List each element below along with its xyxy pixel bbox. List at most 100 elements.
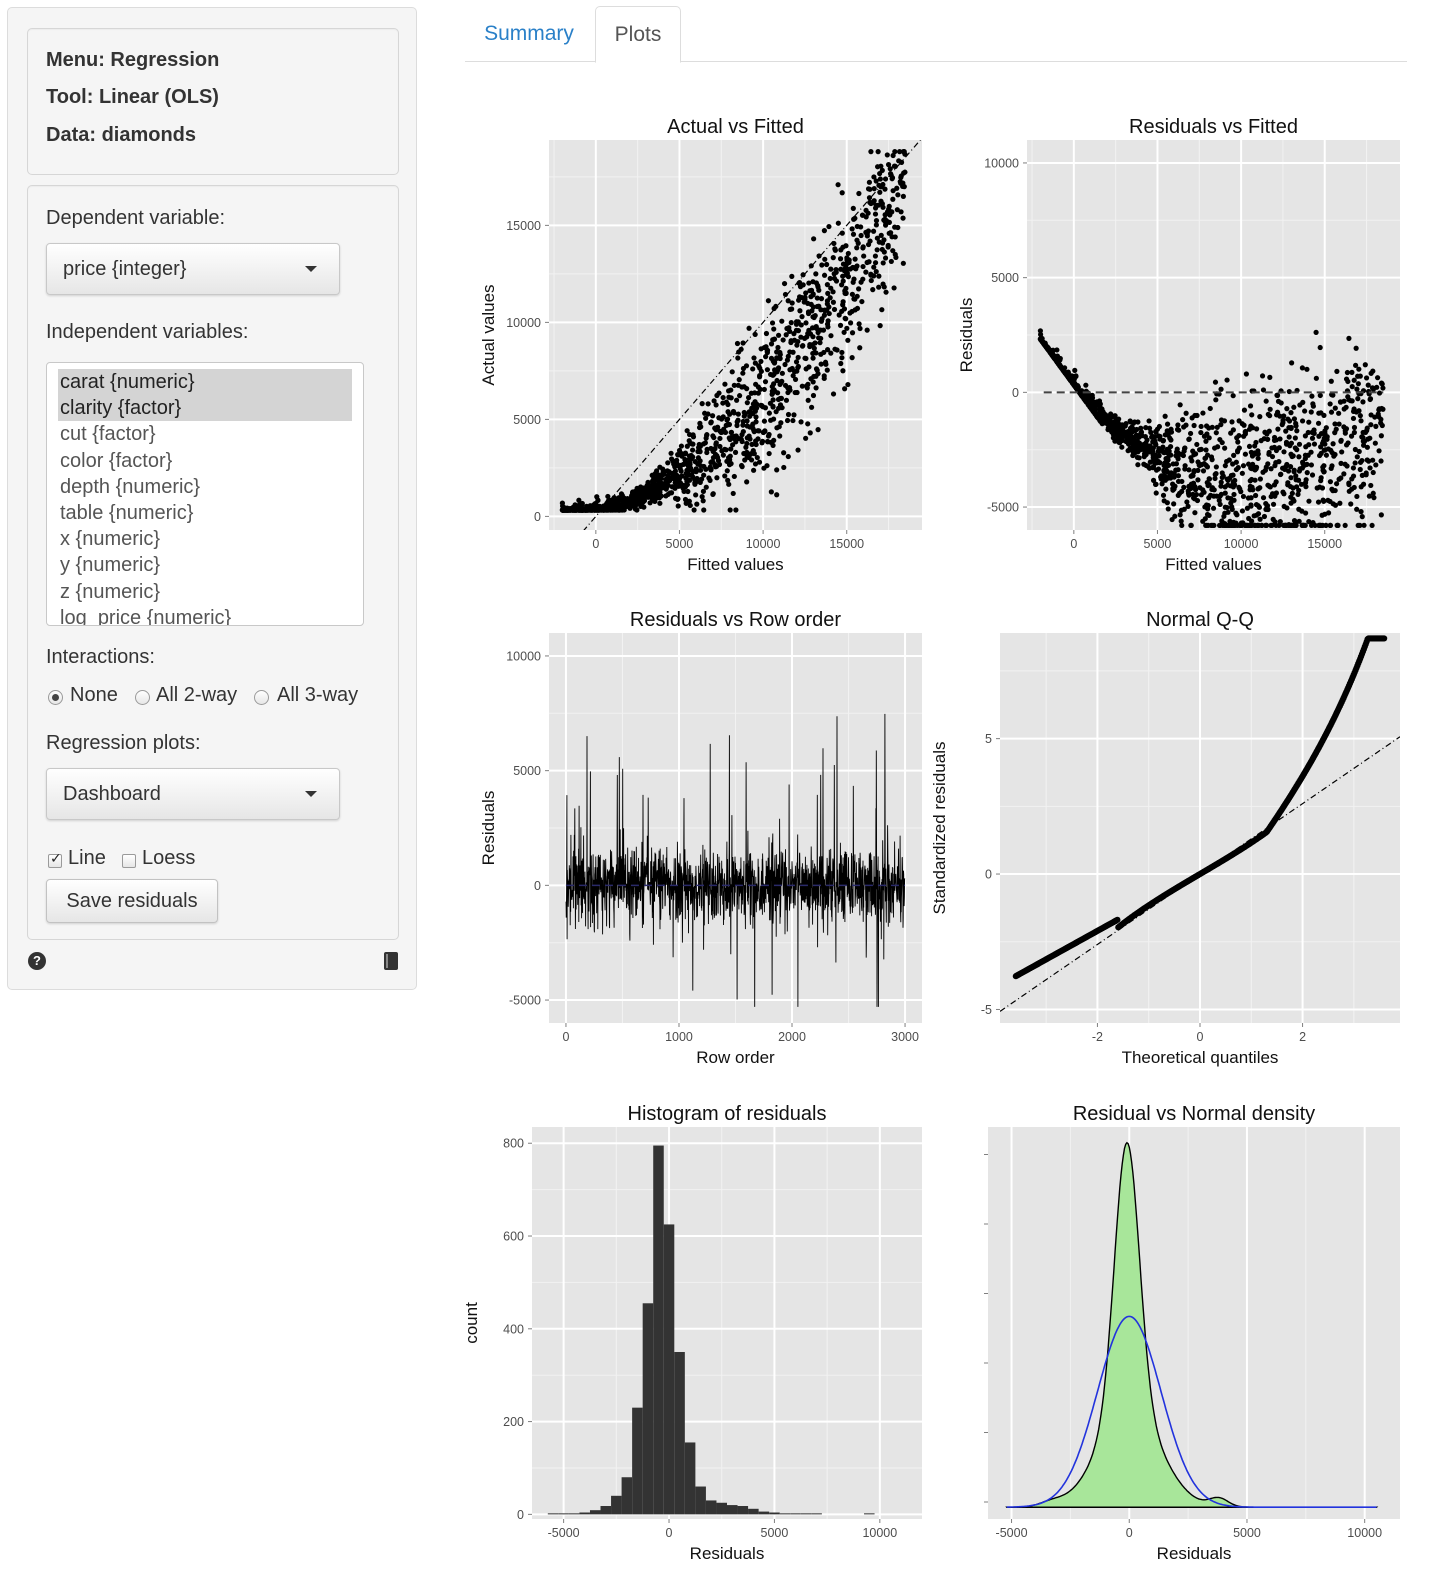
listbox-option-y[interactable]: y {numeric} [60,554,161,577]
radio-all-3-way-label[interactable]: All 3-way [277,684,359,706]
checkbox-loess[interactable] [122,854,136,868]
independent-variables-listbox[interactable]: carat {numeric} clarity {factor} cut {fa… [46,362,364,626]
checkbox-line[interactable] [48,851,62,868]
data-point [866,179,872,185]
data-point [670,473,676,479]
data-point [1224,504,1230,511]
residual-line [565,713,906,1007]
data-point [860,263,866,270]
controls-panel: Dependent variable: price {integer} Inde… [27,185,399,940]
data-point [1360,481,1367,487]
listbox-option-cut[interactable]: cut {factor} [60,423,156,446]
data-point [821,312,827,318]
data-point [1299,465,1305,471]
histogram-bar [558,1513,569,1515]
data-point [1141,454,1147,460]
data-point [835,182,841,188]
data-point [1175,473,1182,479]
checkbox-line-label[interactable]: Line [68,847,106,869]
data-point [619,495,625,501]
radio-all-3-way[interactable] [254,690,269,705]
data-point [1132,427,1139,434]
tab-plots[interactable]: Plots [595,6,681,63]
data-point [1257,516,1263,522]
data-point [1124,436,1131,442]
data-point [657,500,663,506]
data-point [682,459,688,466]
data-point [777,381,783,387]
data-point [1163,486,1169,492]
data-point [1309,472,1316,478]
data-point [683,500,689,506]
data-point [720,394,726,401]
listbox-option-color[interactable]: color {factor} [60,449,173,472]
regression-plots-select[interactable]: Dashboard [46,768,340,820]
data-point [1185,488,1191,494]
radio-all-2-way[interactable] [135,690,150,705]
listbox-option-carat[interactable]: carat {numeric} [58,369,352,396]
data-point [854,245,860,251]
x-tick-label: 5000 [761,1526,789,1540]
dependent-variable-label: Dependent variable: [46,207,226,229]
radio-all-2-way-label[interactable]: All 2-way [156,684,238,706]
data-point [863,269,869,275]
data-point [1357,466,1363,473]
data-point [690,474,696,480]
data-point [822,256,828,262]
data-point [1238,489,1244,495]
radio-none-label[interactable]: None [70,684,118,706]
data-point [1146,418,1152,424]
data-point [1210,505,1217,511]
data-point [592,500,598,507]
data-point [741,413,747,419]
tab-summary[interactable]: Summary [484,22,574,45]
data-point [652,495,659,501]
data-point [1308,449,1314,455]
dependent-variable-select[interactable]: price {integer} [46,243,340,295]
data-point [881,249,887,255]
histogram-bar [579,1512,590,1515]
radio-none[interactable] [48,690,63,705]
data-point [1175,478,1182,485]
data-point [757,386,763,392]
listbox-option-log-price[interactable]: log_price {numeric} [60,606,232,626]
data-point [875,202,882,208]
data-point [807,288,813,294]
data-point [1288,440,1295,446]
book-icon[interactable] [384,952,398,970]
data-point [735,411,741,417]
data-point [672,459,678,465]
help-icon[interactable]: ? [28,952,46,970]
data-point [846,259,852,266]
data-point [1317,392,1323,399]
data-point [720,414,726,420]
chart-title: Normal Q-Q [1146,609,1254,631]
data-point [1037,328,1043,334]
data-point [798,322,804,328]
save-residuals-button[interactable]: Save residuals [46,879,218,923]
data-point [779,370,785,376]
tab-bar: Summary Plots [465,0,1407,64]
data-point [1310,403,1316,409]
data-point [684,482,690,488]
data-point [1194,441,1200,448]
listbox-option-clarity[interactable]: clarity {factor} [58,395,352,422]
y-tick-label: 0 [1012,386,1019,400]
listbox-option-table[interactable]: table {numeric} [60,501,194,524]
checkbox-loess-label[interactable]: Loess [142,847,196,869]
y-tick-label: 15000 [506,219,541,233]
data-point [1267,374,1273,380]
listbox-option-depth[interactable]: depth {numeric} [60,475,201,498]
data-point [1155,448,1161,455]
data-point [739,438,745,445]
data-point [1285,416,1291,422]
listbox-option-z[interactable]: z {numeric} [60,580,161,603]
data-point [1150,477,1157,483]
data-point [1318,444,1324,450]
listbox-option-x[interactable]: x {numeric} [60,528,161,551]
y-tick-label: 10000 [506,649,541,663]
data-point [771,437,777,443]
data-point [888,258,894,265]
data-point [711,398,717,404]
data-point [818,351,824,357]
